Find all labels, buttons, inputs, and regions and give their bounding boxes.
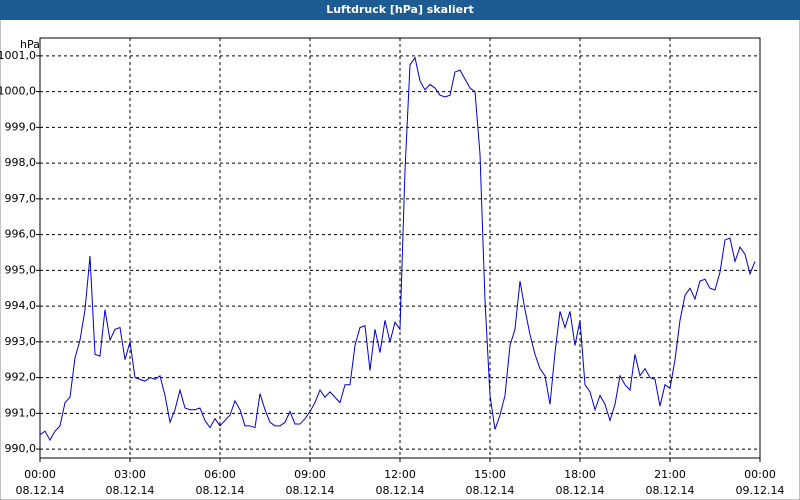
x-tick-date: 09.12.14 — [736, 484, 785, 497]
y-tick-label: 1001,0 — [0, 49, 36, 62]
y-tick-label: 995,0 — [5, 263, 37, 276]
x-tick-label: 15:00 — [474, 468, 506, 481]
y-tick-label: 999,0 — [5, 120, 37, 133]
x-tick-label: 03:00 — [114, 468, 146, 481]
chart-title: Luftdruck [hPa] skaliert — [326, 3, 474, 16]
x-tick-label: 12:00 — [384, 468, 416, 481]
y-tick-label: 991,0 — [5, 406, 37, 419]
y-tick-label: 990,0 — [5, 442, 37, 455]
x-tick-label: 06:00 — [204, 468, 236, 481]
x-tick-date: 08.12.14 — [286, 484, 335, 497]
y-tick-label: 994,0 — [5, 299, 37, 312]
x-tick-date: 08.12.14 — [106, 484, 155, 497]
x-tick-label: 09:00 — [294, 468, 326, 481]
y-tick-label: 993,0 — [5, 335, 37, 348]
y-tick-label: 997,0 — [5, 192, 37, 205]
y-tick-label: 998,0 — [5, 156, 37, 169]
x-tick-date: 08.12.14 — [466, 484, 515, 497]
grid — [39, 38, 761, 458]
y-tick-label: 996,0 — [5, 228, 37, 241]
x-tick-date: 08.12.14 — [196, 484, 245, 497]
x-tick-label: 21:00 — [654, 468, 686, 481]
x-tick-label: 00:00 — [24, 468, 56, 481]
x-tick-date: 08.12.14 — [556, 484, 605, 497]
x-tick-date: 08.12.14 — [376, 484, 425, 497]
x-tick-date: 08.12.14 — [16, 484, 65, 497]
line-series — [39, 56, 756, 442]
y-axis-label: hPa — [20, 38, 40, 51]
y-tick-label: 992,0 — [5, 371, 37, 384]
x-tick-date: 08.12.14 — [646, 484, 695, 497]
x-tick-label: 18:00 — [564, 468, 596, 481]
title-bar — [0, 0, 800, 20]
x-tick-label: 00:00 — [744, 468, 776, 481]
y-tick-label: 1000,0 — [0, 85, 36, 98]
